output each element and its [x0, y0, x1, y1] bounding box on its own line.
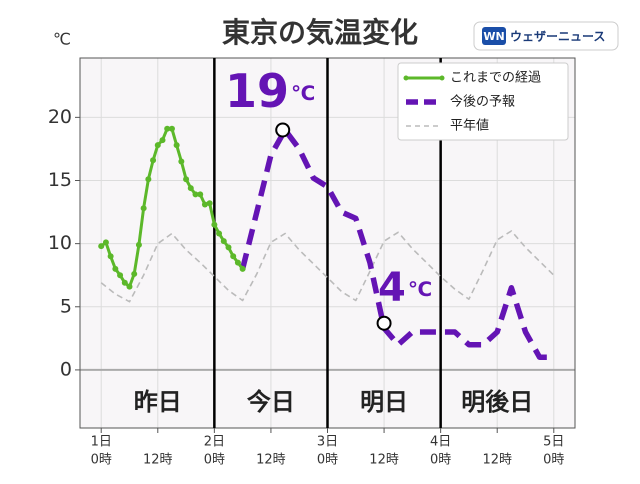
y-tick-label: 10 — [48, 232, 72, 254]
x-tick-label: 0時 — [543, 453, 564, 468]
day-label: 今日 — [247, 388, 295, 416]
day-label: 明後日 — [461, 388, 533, 416]
data-point — [126, 283, 133, 290]
annotation-value: 19 — [225, 64, 289, 118]
data-point — [201, 201, 208, 208]
data-point — [145, 176, 152, 183]
legend-label: これまでの経過 — [450, 71, 541, 86]
y-tick-label: 15 — [48, 169, 72, 191]
data-point — [107, 253, 114, 260]
annotation-unit: ℃ — [291, 81, 315, 105]
data-point — [192, 191, 199, 198]
logo-box — [473, 21, 619, 51]
highlight-marker — [376, 315, 392, 331]
data-point — [150, 157, 157, 164]
data-point — [135, 241, 142, 248]
chart-title: 東京の気温変化 — [222, 16, 418, 49]
data-point — [164, 125, 171, 132]
logo: WN ウェザーニュース — [473, 21, 619, 51]
x-tick-label: 12時 — [256, 453, 286, 468]
highlight-marker — [275, 122, 291, 138]
data-point — [216, 230, 223, 237]
series-line — [239, 127, 554, 361]
legend-label: 平年値 — [450, 118, 489, 134]
x-tick-label: 4日 — [430, 435, 451, 450]
data-point — [187, 185, 194, 192]
data-point — [178, 158, 185, 165]
data-point — [121, 279, 128, 286]
x-tick-label: 2日 — [204, 435, 225, 450]
data-point — [183, 176, 190, 183]
logo-text: ウェザーニュース — [510, 30, 605, 44]
x-tick-label: 12時 — [369, 453, 399, 468]
y-tick-label: 5 — [60, 295, 72, 317]
day-label: 明日 — [360, 388, 408, 416]
x-tick-label: 0時 — [204, 453, 225, 468]
data-point — [211, 221, 218, 228]
x-tick-label: 12時 — [143, 453, 173, 468]
legend-dot — [403, 75, 409, 81]
x-tick-label: 12時 — [482, 453, 512, 468]
series-line — [100, 230, 555, 303]
annotation: 4 ℃ — [378, 265, 432, 311]
data-point — [197, 191, 204, 198]
annotation: 19 ℃ — [225, 64, 315, 118]
legend-label: 今後の予報 — [450, 94, 515, 110]
data-point — [102, 239, 109, 246]
x-tick-label: 0時 — [430, 453, 451, 468]
data-point — [117, 272, 124, 279]
x-tick-label: 5日 — [543, 435, 564, 450]
logo-mark: WN — [483, 30, 504, 43]
day-label: 昨日 — [134, 388, 182, 416]
legend-box — [397, 62, 569, 141]
data-point — [206, 200, 213, 207]
x-tick-label: 0時 — [317, 453, 338, 468]
data-point — [112, 265, 119, 272]
x-tick-label: 0時 — [91, 453, 112, 468]
x-tick-label: 1日 — [91, 435, 112, 450]
y-tick-label: 0 — [60, 358, 72, 380]
legend-dot — [439, 75, 445, 81]
data-point — [239, 265, 246, 272]
data-point — [140, 205, 147, 212]
data-point — [234, 259, 241, 266]
data-point — [225, 244, 232, 251]
data-point — [230, 253, 237, 260]
data-point — [220, 238, 227, 245]
data-point — [173, 142, 180, 149]
y-unit: ℃ — [53, 30, 71, 49]
data-point — [159, 137, 166, 144]
x-tick-label: 3日 — [317, 435, 338, 450]
data-point — [98, 243, 105, 250]
annotation-unit: ℃ — [408, 277, 432, 301]
y-tick-label: 20 — [48, 106, 72, 128]
annotation-value: 4 — [378, 265, 406, 311]
data-point — [154, 142, 161, 149]
logo-icon — [482, 27, 506, 45]
data-point — [131, 270, 138, 277]
data-point — [168, 125, 175, 132]
